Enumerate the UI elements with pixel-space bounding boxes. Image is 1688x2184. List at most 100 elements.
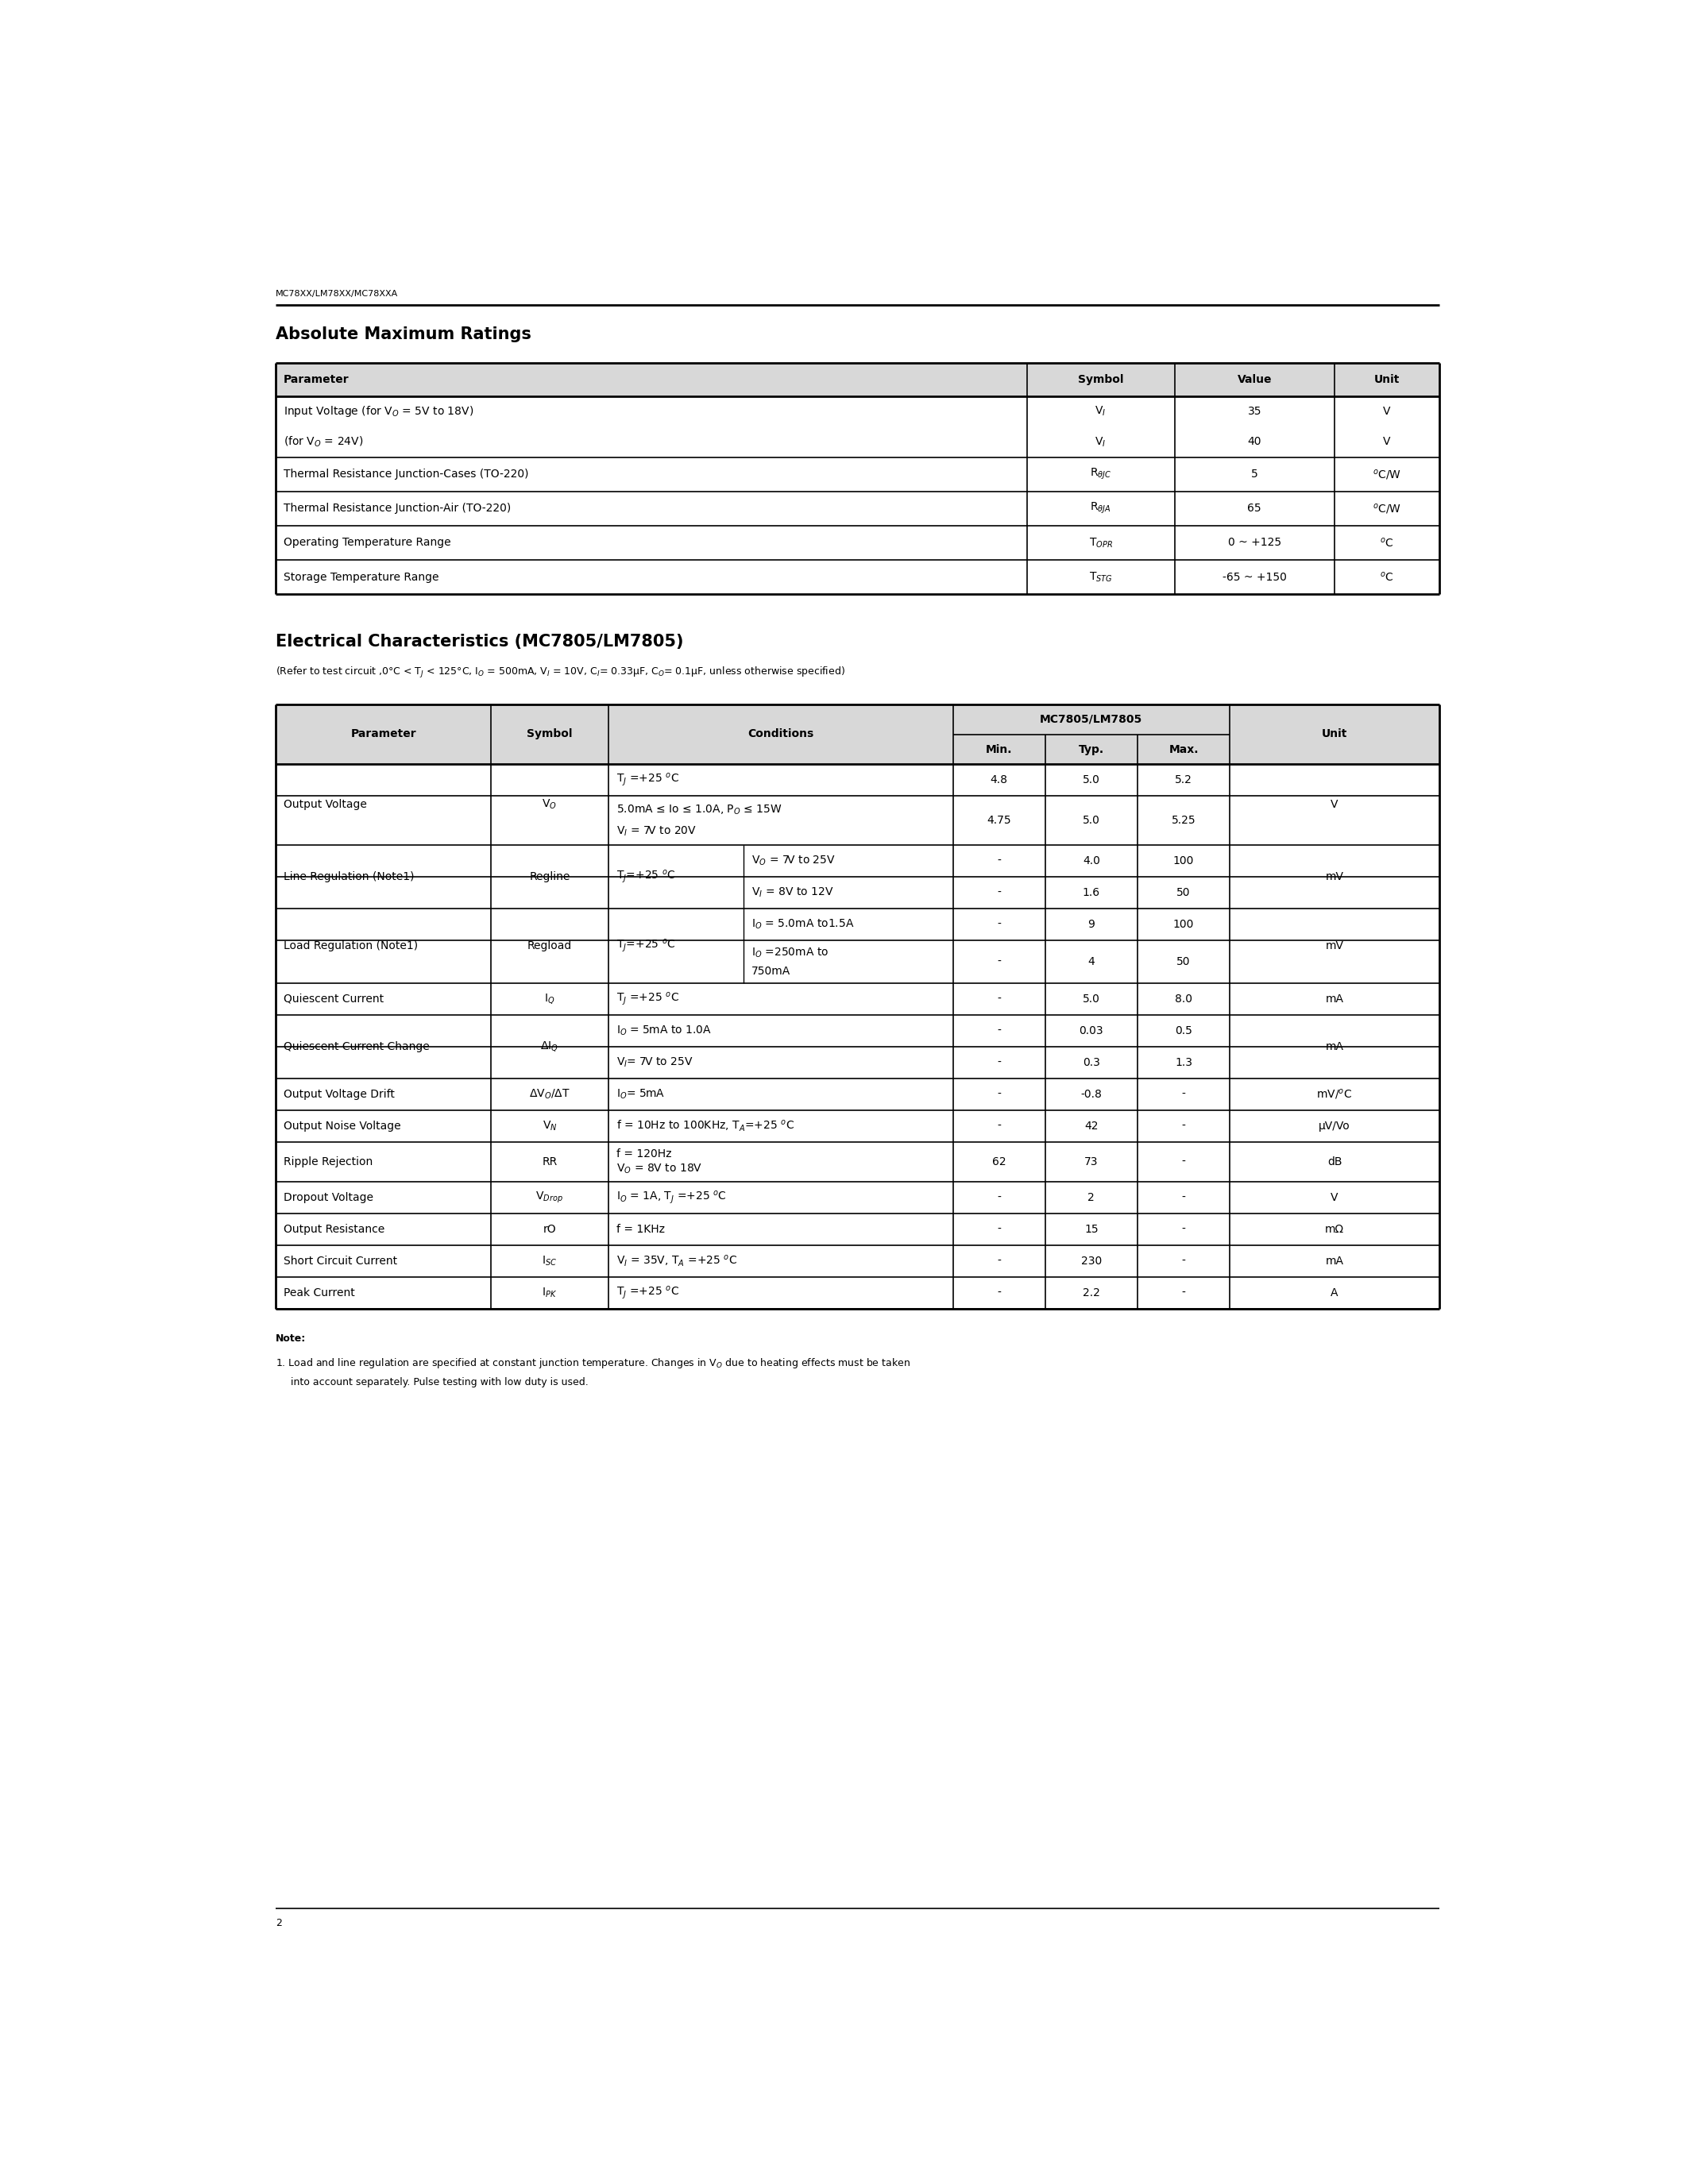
Text: -: - — [998, 1090, 1001, 1101]
Text: (for V$_O$ = 24V): (for V$_O$ = 24V) — [284, 435, 363, 448]
Text: 5.25: 5.25 — [1171, 815, 1195, 826]
Text: f = 120Hz: f = 120Hz — [616, 1149, 672, 1160]
Text: -0.8: -0.8 — [1080, 1090, 1102, 1101]
Text: -: - — [998, 994, 1001, 1005]
Text: Output Voltage Drift: Output Voltage Drift — [284, 1090, 395, 1101]
Text: (Refer to test circuit ,0°C < T$_J$ < 125°C, I$_O$ = 500mA, V$_I$ = 10V, C$_I$= : (Refer to test circuit ,0°C < T$_J$ < 12… — [275, 666, 846, 679]
Text: T$_J$ =+25 $^o$C: T$_J$ =+25 $^o$C — [616, 992, 679, 1007]
Text: 1.6: 1.6 — [1082, 887, 1101, 898]
Text: -: - — [1182, 1192, 1185, 1203]
Text: I$_Q$: I$_Q$ — [544, 992, 555, 1005]
Text: Parameter: Parameter — [284, 373, 349, 384]
Text: Output Voltage: Output Voltage — [284, 799, 366, 810]
Text: Unit: Unit — [1322, 729, 1347, 740]
Text: -: - — [998, 1192, 1001, 1203]
Text: -: - — [998, 919, 1001, 930]
Text: R$_{\theta JA}$: R$_{\theta JA}$ — [1090, 502, 1111, 515]
Text: Max.: Max. — [1168, 745, 1198, 756]
Text: V$_I$= 7V to 25V: V$_I$= 7V to 25V — [616, 1057, 694, 1070]
Text: Regload: Regload — [527, 939, 572, 952]
Text: $^o$C/W: $^o$C/W — [1372, 467, 1401, 480]
Text: I$_{PK}$: I$_{PK}$ — [542, 1286, 557, 1299]
Text: 62: 62 — [993, 1155, 1006, 1168]
Text: Note:: Note: — [275, 1334, 306, 1343]
Text: 100: 100 — [1173, 919, 1193, 930]
Text: 5.0mA ≤ Io ≤ 1.0A, P$_O$ ≤ 15W: 5.0mA ≤ Io ≤ 1.0A, P$_O$ ≤ 15W — [616, 804, 782, 817]
Text: T$_{OPR}$: T$_{OPR}$ — [1089, 537, 1112, 550]
Text: 100: 100 — [1173, 856, 1193, 867]
Text: 0.3: 0.3 — [1082, 1057, 1101, 1068]
Text: 2.2: 2.2 — [1082, 1289, 1101, 1299]
Text: $^o$C/W: $^o$C/W — [1372, 502, 1401, 515]
Text: T$_J$ =+25 $^o$C: T$_J$ =+25 $^o$C — [616, 771, 679, 788]
Text: 5.2: 5.2 — [1175, 775, 1192, 786]
Text: I$_{SC}$: I$_{SC}$ — [542, 1256, 557, 1269]
Text: -: - — [1182, 1155, 1185, 1168]
Text: mV: mV — [1325, 939, 1344, 952]
Text: 4.0: 4.0 — [1082, 856, 1101, 867]
Text: Conditions: Conditions — [748, 729, 814, 740]
Text: T$_J$=+25 $^o$C: T$_J$=+25 $^o$C — [616, 869, 675, 885]
Text: Ripple Rejection: Ripple Rejection — [284, 1155, 373, 1168]
Text: -: - — [998, 1057, 1001, 1068]
Text: T$_J$=+25 $^o$C: T$_J$=+25 $^o$C — [616, 937, 675, 954]
Text: 2: 2 — [1087, 1192, 1096, 1203]
Text: Operating Temperature Range: Operating Temperature Range — [284, 537, 451, 548]
Text: V$_O$ = 8V to 18V: V$_O$ = 8V to 18V — [616, 1162, 702, 1175]
Text: -: - — [998, 1289, 1001, 1299]
Text: -: - — [1182, 1120, 1185, 1131]
Text: ΔI$_Q$: ΔI$_Q$ — [540, 1040, 559, 1053]
Text: Quiescent Current Change: Quiescent Current Change — [284, 1042, 430, 1053]
Text: Dropout Voltage: Dropout Voltage — [284, 1192, 373, 1203]
Text: 4.75: 4.75 — [987, 815, 1011, 826]
Text: Output Noise Voltage: Output Noise Voltage — [284, 1120, 402, 1131]
Text: Electrical Characteristics (MC7805/LM7805): Electrical Characteristics (MC7805/LM780… — [275, 633, 684, 651]
Text: Short Circuit Current: Short Circuit Current — [284, 1256, 397, 1267]
Text: 0 ~ +125: 0 ~ +125 — [1227, 537, 1281, 548]
Text: Output Resistance: Output Resistance — [284, 1223, 385, 1236]
Text: V: V — [1382, 406, 1391, 417]
Text: V$_I$ = 8V to 12V: V$_I$ = 8V to 12V — [751, 887, 834, 900]
Text: 0.03: 0.03 — [1079, 1024, 1104, 1037]
Text: 750mA: 750mA — [751, 965, 790, 976]
Text: Absolute Maximum Ratings: Absolute Maximum Ratings — [275, 325, 532, 343]
Text: rO: rO — [544, 1223, 557, 1236]
Text: 73: 73 — [1084, 1155, 1099, 1168]
Text: 5: 5 — [1251, 470, 1258, 480]
Text: Load Regulation (Note1): Load Regulation (Note1) — [284, 939, 419, 952]
Text: Unit: Unit — [1374, 373, 1399, 384]
Text: 42: 42 — [1084, 1120, 1099, 1131]
Text: 9: 9 — [1087, 919, 1096, 930]
Text: Storage Temperature Range: Storage Temperature Range — [284, 572, 439, 583]
Text: Quiescent Current: Quiescent Current — [284, 994, 383, 1005]
Text: ΔV$_O$/ΔT: ΔV$_O$/ΔT — [528, 1088, 571, 1101]
Text: 15: 15 — [1084, 1223, 1099, 1236]
Text: 65: 65 — [1247, 502, 1261, 513]
Text: $^o$C: $^o$C — [1379, 570, 1394, 583]
Text: V: V — [1330, 799, 1339, 810]
Text: 40: 40 — [1247, 437, 1261, 448]
Text: 2: 2 — [275, 1918, 282, 1928]
Text: V: V — [1382, 437, 1391, 448]
Text: -: - — [998, 856, 1001, 867]
Text: 1. Load and line regulation are specified at constant junction temperature. Chan: 1. Load and line regulation are specifie… — [275, 1356, 910, 1369]
Text: V$_I$: V$_I$ — [1096, 435, 1106, 448]
Text: MC7805/LM7805: MC7805/LM7805 — [1040, 714, 1143, 725]
Text: T$_{STG}$: T$_{STG}$ — [1089, 570, 1112, 583]
Text: f = 1KHz: f = 1KHz — [616, 1223, 665, 1236]
Text: into account separately. Pulse testing with low duty is used.: into account separately. Pulse testing w… — [290, 1378, 589, 1387]
Text: 1.3: 1.3 — [1175, 1057, 1192, 1068]
Text: 5.0: 5.0 — [1082, 994, 1101, 1005]
Text: 5.0: 5.0 — [1082, 815, 1101, 826]
Bar — [275, 363, 1440, 395]
Text: -: - — [998, 887, 1001, 898]
Text: -: - — [1182, 1090, 1185, 1101]
Text: Peak Current: Peak Current — [284, 1289, 354, 1299]
Text: V$_{Drop}$: V$_{Drop}$ — [535, 1190, 564, 1206]
Text: -: - — [998, 1256, 1001, 1267]
Text: R$_{\theta JC}$: R$_{\theta JC}$ — [1090, 467, 1111, 480]
Text: -: - — [1182, 1223, 1185, 1236]
Text: MC78XX/LM78XX/MC78XXA: MC78XX/LM78XX/MC78XXA — [275, 290, 398, 297]
Text: V$_I$ = 35V, T$_A$ =+25 $^o$C: V$_I$ = 35V, T$_A$ =+25 $^o$C — [616, 1254, 738, 1269]
Text: 4.8: 4.8 — [991, 775, 1008, 786]
